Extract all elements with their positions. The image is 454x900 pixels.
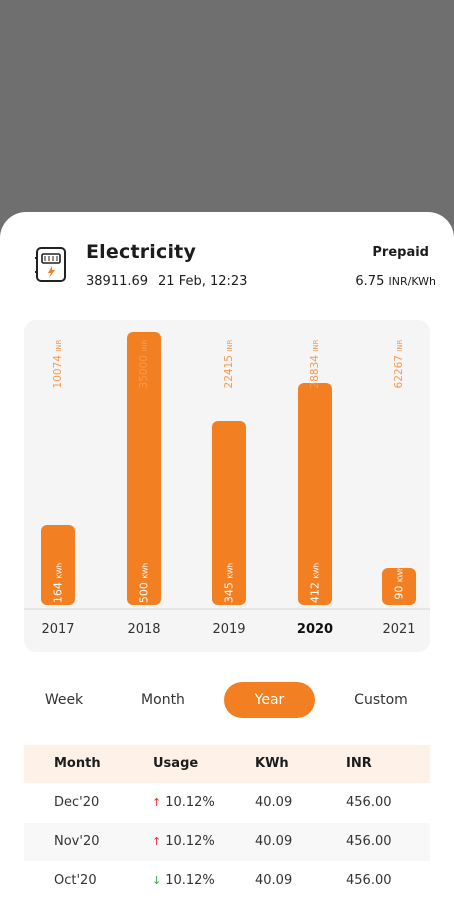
usage-value: 10.12% [165, 873, 215, 888]
chart-bar[interactable] [298, 382, 332, 605]
column-header-inr: INR [346, 756, 372, 771]
row-usage: ↑ 10.12% [152, 784, 215, 822]
meter-reading-line: 38911.69 21 Feb, 12:23 [86, 274, 247, 289]
period-tabs: Week Month Year Custom [0, 682, 454, 718]
column-header-month: Month [54, 756, 101, 771]
bar-value-label: 345 KWh [222, 562, 236, 604]
meter-reading: 38911.69 [86, 274, 149, 289]
table-row[interactable]: Nov'20 ↑ 10.12% 40.09 456.00 [24, 823, 430, 861]
bar-amount-label: 62267 INR [393, 339, 405, 389]
arrow-up-icon: ↑ [152, 796, 162, 809]
bar-amount-label: 22415 INR [223, 339, 235, 389]
table-row[interactable]: Dec'20 ↑ 10.12% 40.09 456.00 [24, 784, 430, 822]
usage-value: 10.12% [165, 834, 215, 849]
meter-title: Electricity [86, 241, 197, 263]
row-usage: ↓ 10.12% [152, 862, 215, 900]
bar-value-label: 164 KWh [51, 562, 65, 604]
tariff-rate: 6.75 INR/KWh [355, 274, 436, 289]
tab-week[interactable]: Week [44, 692, 84, 708]
row-month: Oct'20 [54, 873, 97, 888]
usage-value: 10.12% [165, 795, 215, 810]
chart-bar[interactable] [212, 421, 246, 605]
row-kwh: 40.09 [255, 873, 293, 888]
table-header: Month Usage KWh INR [24, 745, 430, 783]
bar-value-label: 412 KWh [308, 562, 322, 604]
row-inr: 456.00 [346, 834, 392, 849]
row-kwh: 40.09 [255, 834, 293, 849]
column-header-kwh: KWh [255, 756, 289, 771]
chart-bar[interactable] [41, 525, 75, 605]
row-inr: 456.00 [346, 795, 392, 810]
bar-amount-label: 10074 INR [52, 339, 64, 389]
tab-month[interactable]: Month [141, 692, 185, 708]
arrow-down-icon: ↓ [152, 874, 162, 887]
rate-value: 6.75 [355, 274, 385, 289]
bar-value-label: 500 KWh [137, 562, 151, 604]
plan-mode: Prepaid [372, 245, 429, 260]
arrow-up-icon: ↑ [152, 835, 162, 848]
row-inr: 456.00 [346, 873, 392, 888]
bar-amount-label: 35000 INR [138, 339, 150, 389]
row-kwh: 40.09 [255, 795, 293, 810]
tab-year[interactable]: Year [224, 682, 315, 718]
x-axis-tick-label[interactable]: 2017 [41, 622, 75, 637]
bar-amount-label: 28834 INR [309, 339, 321, 389]
x-axis-tick-label[interactable]: 2018 [127, 622, 161, 637]
row-month: Dec'20 [54, 795, 100, 810]
chart-bar[interactable] [382, 568, 416, 605]
tab-custom[interactable]: Custom [354, 692, 408, 708]
electric-meter-icon [35, 247, 66, 282]
reading-timestamp: 21 Feb, 12:23 [158, 274, 248, 289]
rate-unit: INR/KWh [388, 275, 437, 288]
column-header-usage: Usage [153, 756, 199, 771]
chart-baseline [24, 608, 430, 610]
row-month: Nov'20 [54, 834, 100, 849]
row-usage: ↑ 10.12% [152, 823, 215, 861]
chart-bar[interactable] [127, 332, 161, 605]
table-row[interactable]: Oct'20 ↓ 10.12% 40.09 456.00 [24, 862, 430, 900]
x-axis-tick-label[interactable]: 2020 [296, 622, 334, 637]
x-axis-tick-label[interactable]: 2021 [382, 622, 416, 637]
bar-value-label: 90 KWh [392, 566, 406, 600]
x-axis-tick-label[interactable]: 2019 [212, 622, 246, 637]
